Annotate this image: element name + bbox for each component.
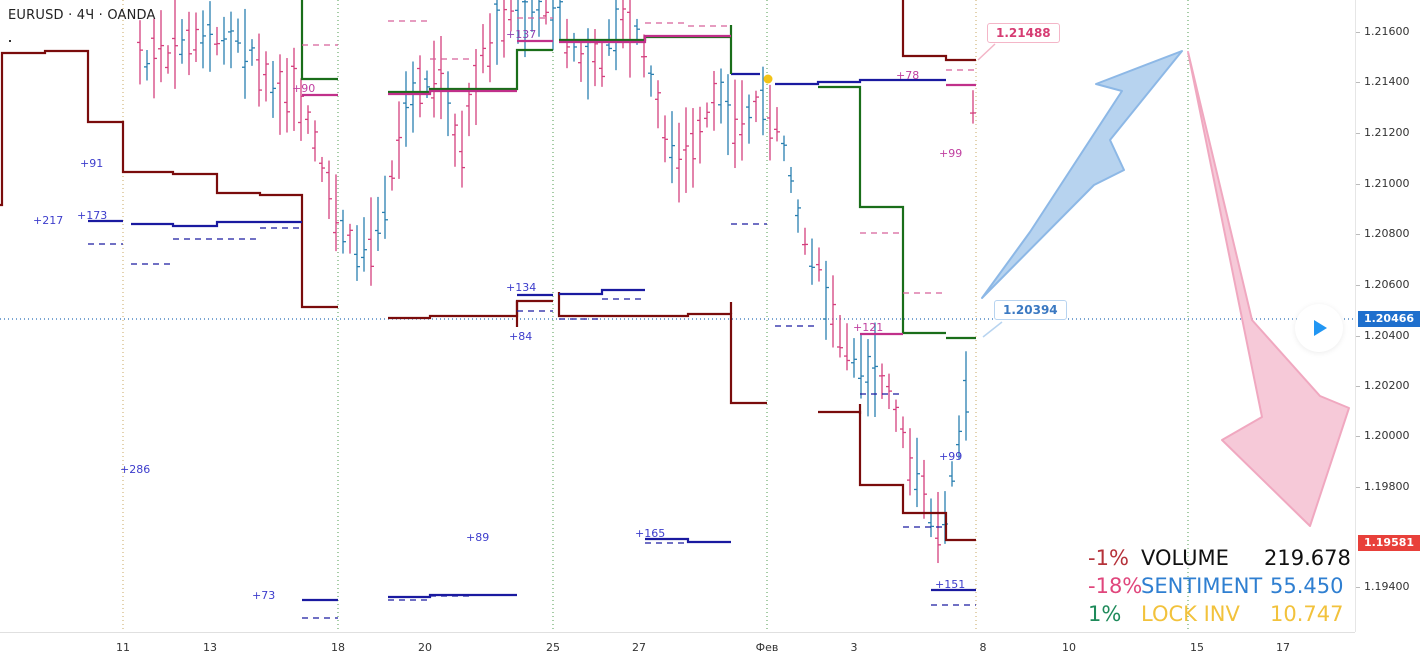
volume-value: 219.678: [1264, 546, 1351, 570]
ohlc-bars: [137, 0, 976, 564]
price-tick-mark: [1356, 234, 1360, 235]
level-annotation: +121: [853, 321, 883, 334]
price-tick: 1.21600: [1364, 25, 1410, 38]
price-tick: 1.20000: [1364, 429, 1410, 442]
price-tick: 1.21400: [1364, 75, 1410, 88]
marker-dot: [763, 74, 773, 84]
time-tick: 18: [331, 641, 345, 654]
price-tick: 1.20600: [1364, 278, 1410, 291]
price-tick-mark: [1356, 336, 1360, 337]
level-green: [300, 0, 976, 340]
time-tick: 8: [979, 641, 987, 654]
stop-price-label: 1.19581: [1363, 536, 1415, 549]
level-annotation: +99: [939, 450, 962, 463]
level-annotation: +91: [80, 157, 103, 170]
price-tick-mark: [1356, 184, 1360, 185]
price-chart-plot[interactable]: +91 +217 +173 +286 +73 +89 +90 +137 +134 +84 +165 +…: [0, 0, 1355, 632]
level-magenta-dashed: [302, 17, 976, 294]
upper-callout-pointer: [977, 43, 996, 61]
level-annotation: +217: [33, 214, 63, 227]
time-tick: 17: [1276, 641, 1290, 654]
price-tick-mark: [1356, 386, 1360, 387]
price-tick-mark: [1356, 82, 1360, 83]
level-blue-dashed: [88, 223, 976, 619]
time-scale[interactable]: 11 13 18 20 25 27 Фев 3 8 10 15 17: [0, 632, 1355, 661]
volume-pct: -1%: [1088, 546, 1129, 570]
level-dark-red: [0, 0, 976, 542]
price-tick: 1.20400: [1364, 329, 1410, 342]
price-tick-mark: [1356, 133, 1360, 134]
upper-price-callout[interactable]: 1.21488: [987, 23, 1060, 43]
lower-callout-pointer: [982, 321, 1003, 338]
price-tick: 1.20200: [1364, 379, 1410, 392]
down-arrow-drawing: [1187, 51, 1350, 527]
symbol-title: EURUSD · 4Ч · OANDA: [8, 8, 156, 23]
scroll-to-realtime-button[interactable]: [1295, 304, 1343, 352]
level-annotation: +165: [635, 527, 665, 540]
price-tick: 1.21000: [1364, 177, 1410, 190]
play-icon: [1314, 320, 1327, 336]
level-annotation: +151: [935, 578, 965, 591]
level-annotation: +90: [292, 82, 315, 95]
volume-label: VOLUME: [1141, 546, 1229, 570]
level-annotation: +84: [509, 330, 532, 343]
level-annotation: +173: [77, 209, 107, 222]
level-annotation: +286: [120, 463, 150, 476]
price-tick-mark: [1356, 285, 1360, 286]
lock-inv-pct: 1%: [1088, 602, 1122, 626]
lower-price-callout-label: 1.20394: [1003, 303, 1058, 317]
sentiment-label: SENTIMENT: [1141, 574, 1263, 598]
price-tick: 1.20800: [1364, 227, 1410, 240]
time-tick: 10: [1062, 641, 1076, 654]
upper-price-callout-label: 1.21488: [996, 26, 1051, 40]
lock-inv-value: 10.747: [1270, 602, 1344, 626]
lock-inv-label: LOCK INV: [1141, 602, 1240, 626]
lower-price-callout[interactable]: 1.20394: [994, 300, 1067, 320]
session-separators: [122, 0, 1189, 632]
level-annotation: +137: [506, 28, 536, 41]
level-annotation: +73: [252, 589, 275, 602]
price-tick-mark: [1356, 487, 1360, 488]
price-tick: 1.19800: [1364, 480, 1410, 493]
price-tick-mark: [1356, 32, 1360, 33]
level-annotation: +89: [466, 531, 489, 544]
price-scale[interactable]: 1.21600 1.21400 1.21200 1.21000 1.20800 1.206…: [1355, 0, 1425, 632]
price-tick: 1.21200: [1364, 126, 1410, 139]
annotation-layer: +91 +217 +173 +286 +73 +89 +90 +137 +134 +84 +165 +…: [33, 28, 965, 602]
time-tick: 27: [632, 641, 646, 654]
price-tick-mark: [1356, 587, 1360, 588]
level-magenta: [302, 34, 976, 336]
up-arrow-drawing: [981, 50, 1183, 299]
current-price-tag: 1.20466: [1358, 311, 1420, 327]
time-tick: 20: [418, 641, 432, 654]
price-tick-mark: [1356, 436, 1360, 437]
time-tick: Фев: [755, 641, 779, 654]
level-annotation: +134: [506, 281, 536, 294]
level-annotation: +99: [939, 147, 962, 160]
time-tick: 11: [116, 641, 130, 654]
stop-price-tag: 1.19581: [1358, 535, 1420, 551]
time-tick: 13: [203, 641, 217, 654]
sentiment-pct: -18%: [1088, 574, 1143, 598]
level-annotation: +78: [896, 69, 919, 82]
price-tick: 1.19400: [1364, 580, 1410, 593]
time-tick: 25: [546, 641, 560, 654]
time-tick: 15: [1190, 641, 1204, 654]
sentiment-value: 55.450: [1270, 574, 1344, 598]
title-dot: [9, 40, 11, 42]
time-tick: 3: [850, 641, 858, 654]
current-price-label: 1.20466: [1363, 312, 1415, 325]
